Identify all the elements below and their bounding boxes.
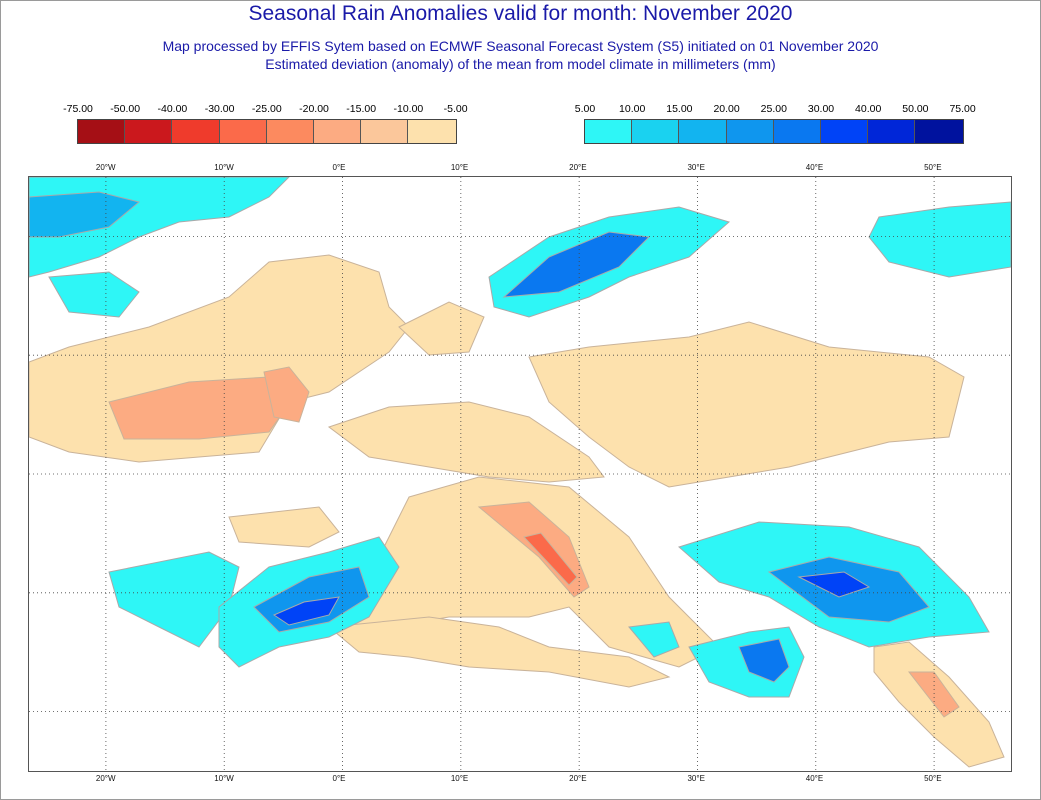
- longitude-label: 10°E: [450, 774, 469, 783]
- wet-region-norway-core: [502, 231, 651, 298]
- wet-region-iberia-peak: [272, 596, 340, 626]
- legend-negative-color-cell: [172, 120, 220, 143]
- longitude-label: 20°E: [569, 163, 587, 172]
- legend-positive-tick-label: 25.00: [760, 103, 787, 115]
- legend-negative-colorbar: [77, 119, 457, 144]
- legend-negative-color-cell: [219, 120, 267, 143]
- legend-negative-color-cell: [408, 120, 456, 143]
- legend-positive-tick-label: 20.00: [713, 103, 740, 115]
- legend-negative-tick-label: -40.00: [157, 103, 188, 115]
- legend-positive-tick-label: 10.00: [619, 103, 646, 115]
- longitude-label: 20°W: [95, 774, 116, 783]
- dry-region-scandinavia-west: [398, 301, 485, 356]
- wet-region-greenland-sea-core: [29, 191, 141, 238]
- longitude-label: 30°E: [687, 774, 705, 783]
- legend-negative-tick-label: -50.00: [110, 103, 141, 115]
- longitude-label: 10°W: [214, 163, 234, 172]
- longitude-label: 20°W: [95, 163, 116, 172]
- longitude-label: 50°E: [924, 163, 942, 172]
- legend-negative-tick-label: -10.00: [393, 103, 424, 115]
- map-title: Seasonal Rain Anomalies valid for month:…: [248, 2, 793, 25]
- map-subtitle-processing: Map processed by EFFIS Sytem based on EC…: [162, 38, 879, 54]
- longitude-label: 20°E: [569, 774, 587, 783]
- longitude-label: 40°E: [805, 163, 824, 172]
- longitude-label: 40°E: [805, 774, 824, 783]
- legend-positive-color-cell: [632, 120, 680, 143]
- map-graticule: [29, 177, 1011, 771]
- legend-negative-tick-label: -20.00: [299, 103, 329, 115]
- dry-region-mediterranean-south: [327, 616, 671, 688]
- longitude-label: 30°E: [687, 163, 705, 172]
- legend-positive-color-cell: [868, 120, 916, 143]
- longitude-label: 0°E: [332, 774, 346, 783]
- dry-region-britain: [263, 366, 310, 423]
- legend-negative-color-cell: [361, 120, 409, 143]
- wet-anomaly-regions: [29, 177, 1011, 698]
- legend-positive-color-cell: [820, 120, 869, 143]
- legend-positive-color-cell: [773, 120, 821, 143]
- legend-positive-color-cell: [915, 120, 963, 143]
- longitude-label: 0°E: [332, 163, 346, 172]
- legend-negative-tick-label: -30.00: [204, 103, 235, 115]
- dry-anomaly-regions: [29, 254, 1005, 768]
- longitude-label: 50°E: [924, 774, 942, 783]
- wet-region-north-africa-atlantic: [108, 551, 240, 648]
- legend-negative-tick-label: -15.00: [346, 103, 377, 115]
- legend-positive-tick-label: 40.00: [855, 103, 882, 115]
- longitude-label: 10°W: [214, 774, 234, 783]
- legend-negative-tick-label: -5.00: [443, 103, 468, 115]
- legend-negative-color-cell: [78, 120, 126, 143]
- legend-negative-color-cell: [125, 120, 173, 143]
- wet-region-barents: [868, 201, 1011, 278]
- dry-region-russia: [528, 321, 965, 488]
- wet-region-east-mediterranean-core: [738, 638, 790, 683]
- legend-positive-tick-label: 5.00: [574, 103, 596, 115]
- legend-positive-tick-label: 75.00: [949, 103, 976, 115]
- legend-positive-tick-label: 30.00: [807, 103, 835, 115]
- dry-region-iberia-north: [228, 506, 340, 548]
- wet-region-iceland: [48, 271, 140, 318]
- legend-negative-tick-label: -75.00: [63, 103, 93, 115]
- anomaly-map: [28, 176, 1012, 772]
- map-subtitle-units: Estimated deviation (anomaly) of the mea…: [265, 56, 776, 72]
- dry-region-central-europe: [327, 401, 605, 483]
- legend-positive-tick-label: 15.00: [666, 103, 693, 115]
- dry-region-adriatic-core: [523, 532, 578, 586]
- wet-region-greece: [628, 621, 680, 658]
- legend-negative-color-cell: [313, 120, 362, 143]
- legend-negative-color-cell: [266, 120, 314, 143]
- legend-positive-color-cell: [726, 120, 774, 143]
- anomaly-map-canvas: [29, 177, 1011, 771]
- longitude-label: 10°E: [450, 163, 469, 172]
- legend-positive-tick-label: 50.00: [902, 103, 929, 115]
- wet-region-black-sea-peak: [797, 571, 871, 598]
- legend-positive-colorbar: [584, 119, 964, 144]
- legend-negative-tick-label: -25.00: [251, 103, 282, 115]
- dry-region-middle-east-core: [907, 671, 960, 718]
- legend-positive-color-cell: [679, 120, 727, 143]
- legend-positive-color-cell: [585, 120, 633, 143]
